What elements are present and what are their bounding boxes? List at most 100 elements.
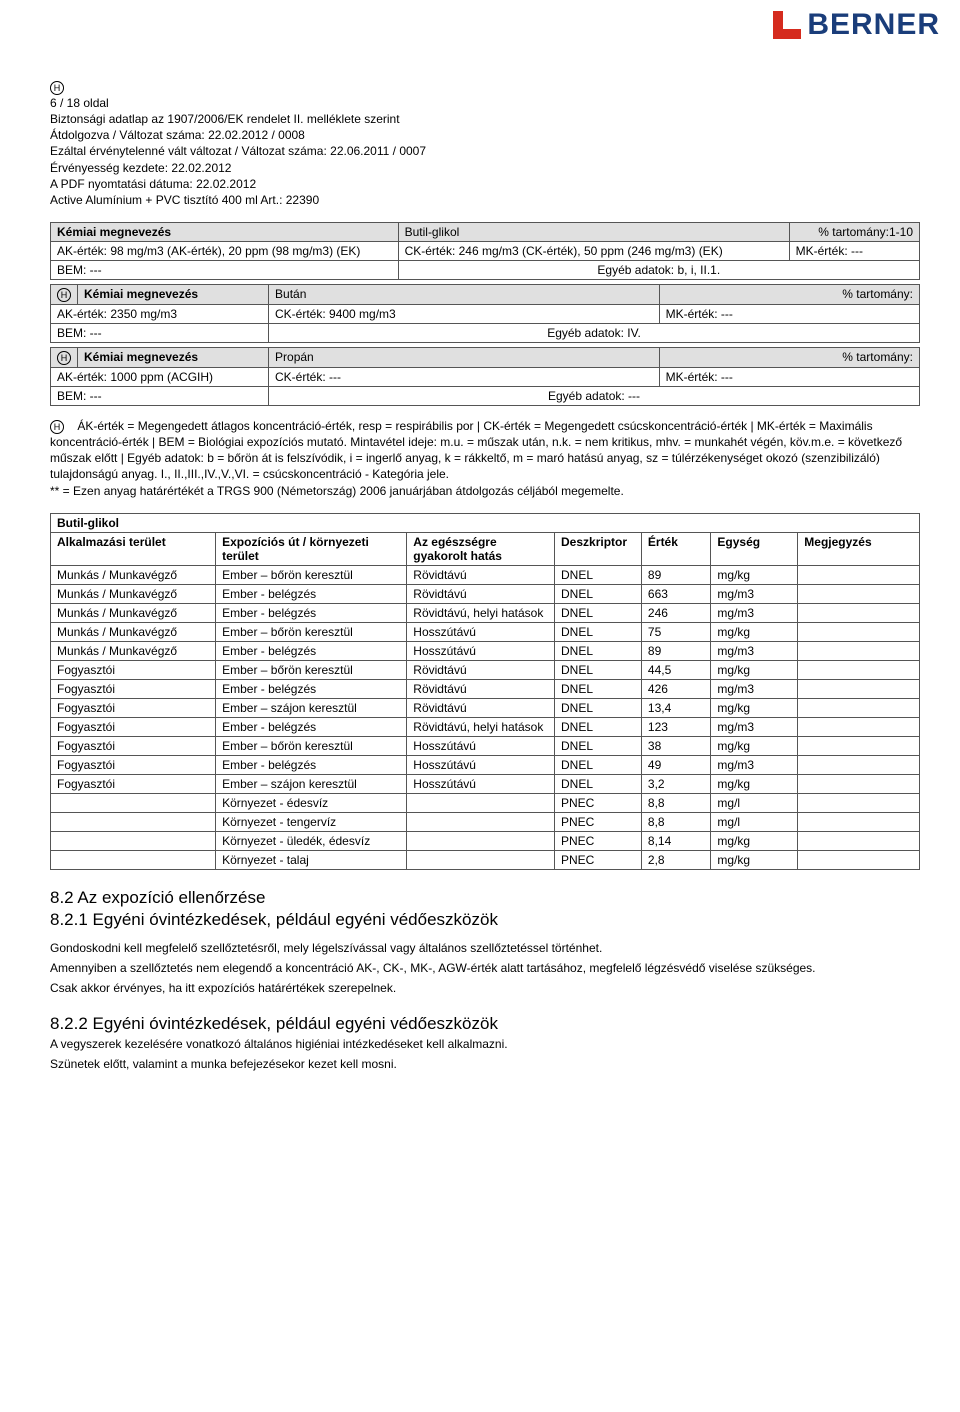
table-cell	[798, 793, 920, 812]
table-cell: 123	[641, 717, 711, 736]
body-line: Amennyiben a szellőztetés nem elegendő a…	[50, 960, 920, 976]
table-cell	[798, 774, 920, 793]
brand-logo-text: BERNER	[807, 8, 940, 42]
body-line: A vegyszerek kezelésére vonatkozó általá…	[50, 1036, 920, 1052]
chem2-table: H Kémiai megnevezés Bután % tartomány: A…	[50, 284, 920, 343]
table-cell	[798, 603, 920, 622]
table-cell: Környezet - talaj	[216, 850, 407, 869]
table-cell: Fogyasztói	[51, 660, 216, 679]
chem1-bem: BEM: ---	[51, 261, 399, 280]
table-cell: Hosszútávú	[407, 641, 555, 660]
table-cell: Ember - belégzés	[216, 717, 407, 736]
table-cell: Ember – bőrön keresztül	[216, 736, 407, 755]
table-row: Munkás / MunkavégzőEmber - belégzésRövid…	[51, 603, 920, 622]
table-cell	[798, 698, 920, 717]
chemical-block-3: H Kémiai megnevezés Propán % tartomány: …	[50, 347, 920, 406]
body-line: Gondoskodni kell megfelelő szellőztetésr…	[50, 940, 920, 956]
chemical-block-1: Kémiai megnevezés Butil-glikol % tartomá…	[50, 222, 920, 280]
table-cell: mg/kg	[711, 831, 798, 850]
table-cell: Rövidtávú	[407, 565, 555, 584]
table-cell	[51, 850, 216, 869]
table-row: FogyasztóiEmber – bőrön keresztülRövidtá…	[51, 660, 920, 679]
brand-logo-mark	[773, 11, 801, 39]
table-cell: DNEL	[555, 698, 642, 717]
table-cell: 13,4	[641, 698, 711, 717]
table-cell	[798, 679, 920, 698]
table-row: FogyasztóiEmber - belégzésHosszútávúDNEL…	[51, 755, 920, 774]
table-cell: Ember – bőrön keresztül	[216, 622, 407, 641]
table-cell: 426	[641, 679, 711, 698]
table-cell: Rövidtávú, helyi hatások	[407, 603, 555, 622]
h-badge-icon: H	[57, 288, 71, 302]
table-cell: 8,8	[641, 812, 711, 831]
table-row: Munkás / MunkavégzőEmber – bőrön kereszt…	[51, 622, 920, 641]
body-8-2-1: Gondoskodni kell megfelelő szellőztetésr…	[50, 940, 920, 997]
table-cell	[51, 812, 216, 831]
table-cell: DNEL	[555, 774, 642, 793]
table-cell	[51, 793, 216, 812]
table-cell: Ember - belégzés	[216, 584, 407, 603]
table-row: FogyasztóiEmber – szájon keresztülHosszú…	[51, 774, 920, 793]
table-cell	[798, 736, 920, 755]
table-cell: mg/m3	[711, 584, 798, 603]
table-cell: Rövidtávú	[407, 584, 555, 603]
chem3-ak: AK-érték: 1000 ppm (ACGIH)	[51, 367, 269, 386]
table-cell: Ember – bőrön keresztül	[216, 660, 407, 679]
table-cell: Hosszútávú	[407, 736, 555, 755]
table-row: Környezet - talajPNEC2,8mg/kg	[51, 850, 920, 869]
table-cell: mg/kg	[711, 850, 798, 869]
table-cell	[798, 660, 920, 679]
chem3-bem: BEM: ---	[51, 386, 269, 405]
exp-title: Butil-glikol	[51, 513, 920, 532]
table-cell: mg/m3	[711, 641, 798, 660]
exp-h4: Érték	[641, 532, 711, 565]
chem1-ck: CK-érték: 246 mg/m3 (CK-érték), 50 ppm (…	[398, 242, 789, 261]
table-cell: mg/m3	[711, 717, 798, 736]
chem-range: % tartomány:	[659, 347, 919, 367]
table-cell: Rövidtávú	[407, 679, 555, 698]
exp-h6: Megjegyzés	[798, 532, 920, 565]
table-cell: 75	[641, 622, 711, 641]
table-cell: Rövidtávú	[407, 698, 555, 717]
exp-h1: Expozíciós út / környezeti terület	[216, 532, 407, 565]
table-cell: 663	[641, 584, 711, 603]
table-cell	[407, 850, 555, 869]
table-cell	[798, 831, 920, 850]
table-cell: Fogyasztói	[51, 755, 216, 774]
table-cell: Munkás / Munkavégző	[51, 641, 216, 660]
meta-line: A PDF nyomtatási dátuma: 22.02.2012	[50, 176, 920, 192]
chem1-table: Kémiai megnevezés Butil-glikol % tartomá…	[50, 222, 920, 280]
chem2-bem: BEM: ---	[51, 323, 269, 342]
meta-line: Érvényesség kezdete: 22.02.2012	[50, 160, 920, 176]
table-cell: mg/kg	[711, 660, 798, 679]
chem1-ak: AK-érték: 98 mg/m3 (AK-érték), 20 ppm (9…	[51, 242, 399, 261]
chem-name: Butil-glikol	[398, 223, 789, 242]
heading-8-2: 8.2 Az expozíció ellenőrzése	[50, 888, 920, 908]
table-cell: Ember - belégzés	[216, 755, 407, 774]
exp-h3: Deszkriptor	[555, 532, 642, 565]
meta-line: Átdolgozva / Változat száma: 22.02.2012 …	[50, 127, 920, 143]
table-row: Környezet - üledék, édesvízPNEC8,14mg/kg	[51, 831, 920, 850]
table-cell: mg/m3	[711, 755, 798, 774]
table-row: Munkás / MunkavégzőEmber – bőrön kereszt…	[51, 565, 920, 584]
table-cell	[798, 641, 920, 660]
doc-metadata: 6 / 18 oldal Biztonsági adatlap az 1907/…	[50, 95, 920, 208]
table-cell: PNEC	[555, 793, 642, 812]
definitions-p2: ** = Ezen anyag határértékét a TRGS 900 …	[50, 483, 920, 499]
table-cell: DNEL	[555, 679, 642, 698]
table-cell	[407, 831, 555, 850]
chem3-mk: MK-érték: ---	[659, 367, 919, 386]
chem1-mk: MK-érték: ---	[789, 242, 919, 261]
h-badge-cell: H	[51, 285, 78, 305]
table-cell: DNEL	[555, 622, 642, 641]
table-cell: Rövidtávú	[407, 660, 555, 679]
chem3-egyeb: Egyéb adatok: ---	[269, 386, 920, 405]
table-cell: Hosszútávú	[407, 622, 555, 641]
table-cell: mg/kg	[711, 565, 798, 584]
table-cell: DNEL	[555, 755, 642, 774]
h-badge-icon: H	[50, 81, 64, 95]
table-cell: Ember - belégzés	[216, 641, 407, 660]
table-cell: DNEL	[555, 584, 642, 603]
table-cell: Környezet - édesvíz	[216, 793, 407, 812]
table-row: Környezet - tengervízPNEC8,8mg/l	[51, 812, 920, 831]
